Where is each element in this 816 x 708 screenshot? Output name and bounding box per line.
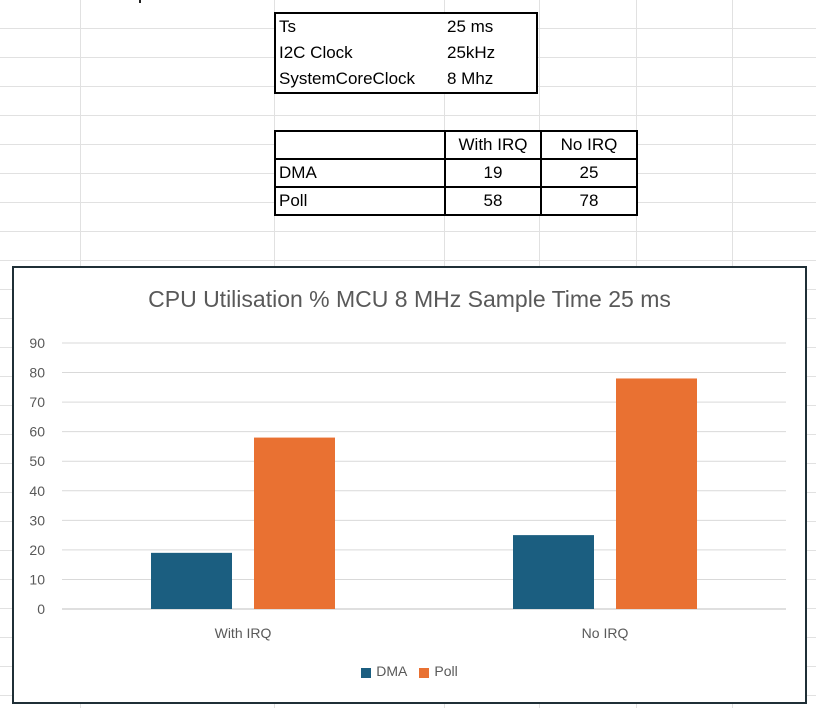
bar-poll[interactable] [616,378,697,609]
y-tick-label: 40 [29,483,45,499]
bar-dma[interactable] [151,552,232,609]
value-cell[interactable]: 58 [444,186,542,216]
cell-cursor-fragment [133,0,145,3]
param-key-cell[interactable]: I2C Clock [274,40,444,66]
legend-item[interactable]: Poll [419,663,458,680]
results-table: With IRQ No IRQ DMA 19 25 Poll 58 78 [274,130,638,216]
y-tick-label: 90 [29,335,45,351]
bar-poll[interactable] [254,437,335,609]
param-value-cell[interactable]: 8 Mhz [444,66,538,94]
param-value-cell[interactable]: 25kHz [444,40,538,66]
y-tick-label: 10 [29,571,45,587]
chart-title[interactable]: CPU Utilisation % MCU 8 MHz Sample Time … [148,286,671,312]
legend-item[interactable]: DMA [361,663,407,679]
y-tick-label: 50 [29,453,45,469]
value-cell[interactable]: 25 [540,158,638,188]
y-tick-label: 30 [29,512,45,528]
y-tick-label: 20 [29,542,45,558]
legend-label: DMA [376,663,408,680]
legend-swatch [361,667,372,678]
y-tick-label: 70 [29,394,45,410]
x-category-label: No IRQ [582,625,629,641]
y-tick-label: 80 [29,365,45,381]
header-cell-no-irq[interactable]: No IRQ [540,130,638,160]
header-cell-with-irq[interactable]: With IRQ [444,130,542,160]
bar-dma[interactable] [513,535,594,609]
row-label-cell[interactable]: Poll [274,186,446,216]
param-key-cell[interactable]: Ts [274,12,444,40]
param-key-cell[interactable]: SystemCoreClock [274,66,444,94]
param-value-cell[interactable]: 25 ms [444,12,538,40]
legend-swatch [419,667,430,678]
chart-object[interactable]: CPU Utilisation % MCU 8 MHz Sample Time … [12,266,807,704]
row-label-cell[interactable]: DMA [274,158,446,188]
chart-plot-area[interactable]: 0 10 20 30 40 50 60 70 80 90 With IRQ No IRQ [14,268,805,702]
y-tick-label: 60 [29,424,45,440]
chart-legend[interactable]: DMA Poll [14,662,805,679]
value-cell[interactable]: 78 [540,186,638,216]
legend-label: Poll [434,663,458,680]
parameters-table: Ts 25 ms I2C Clock 25kHz SystemCoreClock… [274,12,538,94]
y-tick-label: 0 [37,601,45,617]
header-cell-empty[interactable] [274,130,446,160]
x-category-label: With IRQ [215,625,272,641]
value-cell[interactable]: 19 [444,158,542,188]
